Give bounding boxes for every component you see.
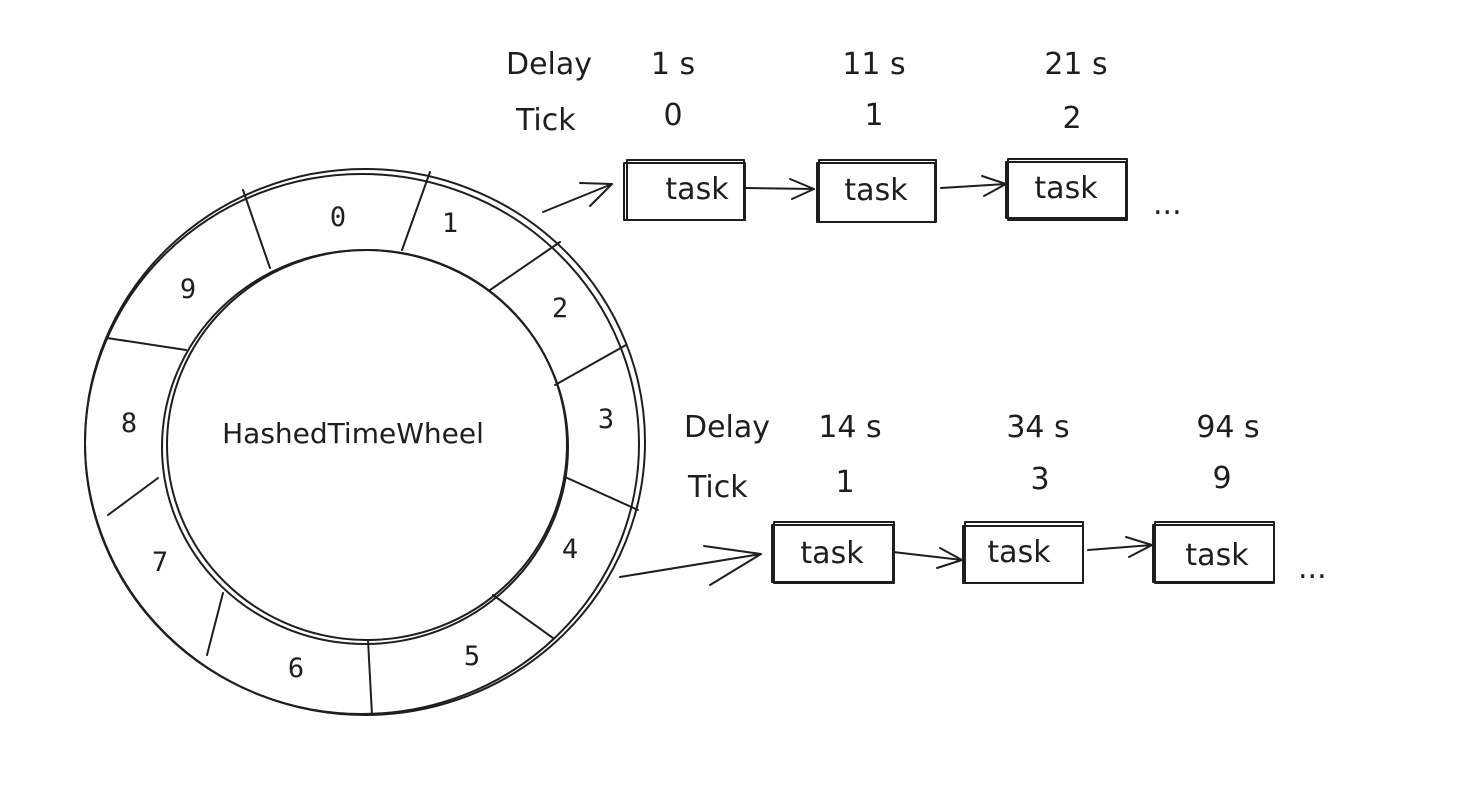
task-box: task: [771, 521, 895, 584]
task-tick: 3: [1030, 462, 1049, 497]
slot-divider: [107, 477, 159, 516]
task-chain-slot-4: Delay Tick 14 s 1 34 s 3 94 s 9 task tas…: [619, 410, 1327, 586]
slot-label-6: 6: [288, 653, 304, 684]
slot-dividers: [106, 171, 639, 716]
tick-label: Tick: [515, 103, 576, 138]
wheel-title: HashedTimeWheel: [222, 417, 484, 450]
task-box: task: [623, 159, 746, 221]
slot-label-2: 2: [552, 293, 568, 324]
task-box: task: [962, 521, 1084, 584]
task-box-outline-sketch: [626, 159, 745, 221]
slot-divider: [242, 189, 271, 269]
task-delay: 14 s: [818, 410, 881, 445]
task-link-arrow: [940, 175, 1007, 197]
slot-label-1: 1: [442, 208, 458, 239]
task-delay: 1 s: [651, 47, 695, 82]
task-chain-slot-1: Delay Tick 1 s 0 11 s 1 21 s 2 task task…: [506, 47, 1182, 223]
slot-label-7: 7: [152, 547, 168, 578]
task-tick: 9: [1212, 461, 1231, 496]
task-tick: 1: [835, 465, 854, 500]
task-box: task: [1005, 158, 1128, 221]
task-delay: 94 s: [1196, 410, 1259, 445]
slot-label-4: 4: [562, 534, 578, 565]
slot-arrow: [619, 545, 762, 586]
slot-label-0: 0: [330, 202, 346, 233]
slot-divider: [106, 337, 187, 351]
delay-label: Delay: [684, 410, 770, 445]
task-tick: 2: [1062, 101, 1081, 136]
task-link-arrow: [892, 547, 963, 569]
slot-divider: [564, 476, 639, 511]
slot-divider: [489, 241, 561, 291]
slot-label-5: 5: [464, 641, 480, 672]
slot-divider: [492, 594, 554, 639]
task-box: task: [1152, 521, 1275, 584]
slot-divider: [367, 639, 373, 716]
task-label: task: [800, 536, 864, 571]
task-tick: 0: [663, 98, 682, 133]
tick-label: Tick: [687, 470, 748, 505]
task-box: task: [816, 159, 937, 223]
ellipsis: ...: [1298, 551, 1327, 586]
task-label: task: [1034, 171, 1098, 206]
task-delay: 34 s: [1006, 410, 1069, 445]
delay-label: Delay: [506, 47, 592, 82]
slot-arrow: [542, 182, 613, 213]
task-label: task: [844, 173, 908, 208]
task-delay: 11 s: [842, 47, 905, 82]
slot-divider: [554, 344, 627, 386]
task-link-arrow: [1087, 536, 1153, 558]
task-link-arrow: [745, 178, 815, 200]
task-box-outline-sketch: [964, 521, 1084, 584]
task-label: task: [665, 172, 729, 207]
ellipsis: ...: [1153, 187, 1182, 222]
task-label: task: [987, 535, 1051, 570]
task-delay: 21 s: [1044, 47, 1107, 82]
task-box-outline-sketch: [818, 159, 937, 223]
slot-label-8: 8: [121, 408, 137, 439]
slot-label-3: 3: [598, 404, 614, 435]
time-wheel: 0 1 2 3 4 5 6 7 8 9 HashedTimeWheel: [84, 168, 646, 716]
task-label: task: [1185, 538, 1249, 573]
task-tick: 1: [864, 98, 883, 133]
slot-divider: [206, 592, 224, 656]
task-box-outline-sketch: [1154, 521, 1275, 584]
task-box-outline-sketch: [1007, 158, 1128, 221]
slot-label-9: 9: [180, 274, 196, 305]
slot-labels: 0 1 2 3 4 5 6 7 8 9: [121, 202, 614, 684]
slot-divider: [401, 171, 431, 251]
wheel-outer-ring-sketch: [84, 173, 640, 715]
